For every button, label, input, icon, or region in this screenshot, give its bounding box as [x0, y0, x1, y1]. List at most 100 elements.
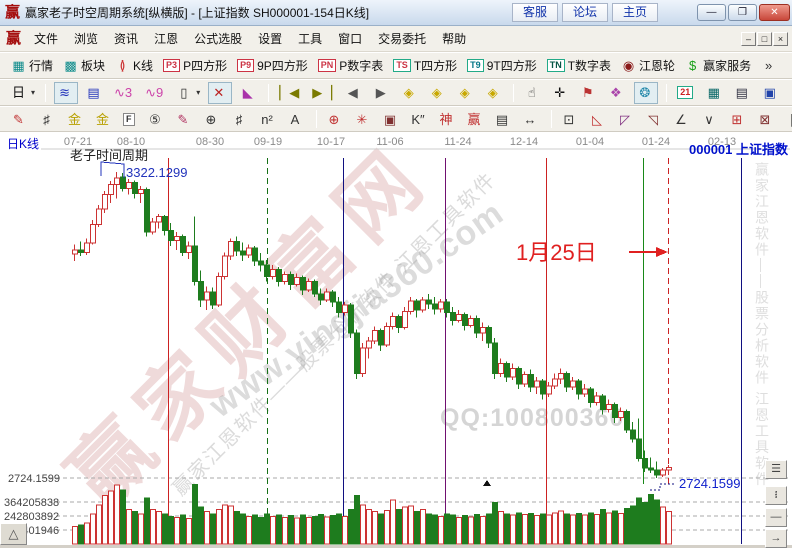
menu-item-6[interactable]: 工具 [298, 32, 323, 46]
period-day-dropdown[interactable]: 日 ▾ [9, 82, 37, 104]
dense-grid-button[interactable]: ♯ [230, 108, 252, 130]
close-button[interactable]: ✕ [759, 4, 790, 21]
parallel-lines-button[interactable]: ∥ [784, 108, 792, 130]
t-number-table-button[interactable]: TN T数字表 [545, 55, 613, 77]
pane-one-button[interactable]: — [765, 508, 787, 527]
crosshair-button[interactable]: ✛ [550, 82, 572, 104]
smart-analysis-icon: ❂ [639, 85, 651, 100]
square-spiral-button[interactable]: ▣ [381, 108, 403, 130]
step-forward-button[interactable]: ▶ [371, 82, 393, 104]
menu-item-3[interactable]: 江恩 [154, 32, 179, 46]
wave-9-button[interactable]: ∿9 [143, 82, 168, 104]
menu-item-5[interactable]: 设置 [258, 32, 283, 46]
colored-volume-button[interactable]: ◣ [238, 82, 260, 104]
ying-grid-button[interactable]: 赢 [465, 108, 487, 130]
a-channel-button[interactable]: A [286, 108, 308, 130]
spiderweb-button[interactable]: ✳ [353, 108, 375, 130]
gann-box-button[interactable]: ❖ [606, 82, 628, 104]
pane-arrow-button[interactable]: → [765, 529, 787, 548]
grow-diamond-icon: ◈ [431, 85, 442, 100]
n-square-button[interactable]: n² [258, 108, 280, 130]
kline-button[interactable]: ≬ K线 [113, 55, 155, 77]
menu-item-7[interactable]: 窗口 [338, 32, 363, 46]
goto-start-button[interactable]: ▏◀ [277, 82, 304, 104]
bar-grid-button[interactable]: ▤ [493, 108, 515, 130]
market-quotes-button[interactable]: ▦ 行情 [9, 55, 55, 77]
shen-grid-button[interactable]: 神 [437, 108, 459, 130]
five-ring-button[interactable]: ⑤ [146, 108, 168, 130]
9t-square-button[interactable]: T9 9T四方形 [465, 55, 539, 77]
net-arrow-button[interactable]: ⊠ [756, 108, 778, 130]
gann-wheel-button[interactable]: ◉ 江恩轮 [619, 55, 677, 77]
circle-grid-button[interactable]: ⊕ [202, 108, 224, 130]
t-square-button[interactable]: TS T四方形 [391, 55, 459, 77]
flag-mark-button[interactable]: ⚑ [578, 82, 600, 104]
kline-label: K线 [133, 59, 154, 73]
shrink-diamond-button[interactable]: ◈ [399, 82, 421, 104]
shen-grid-icon: 神 [439, 111, 453, 127]
v-line-button[interactable]: ∨ [700, 108, 722, 130]
child-minimize-button[interactable]: – [741, 32, 756, 46]
expand-pane-button[interactable]: △ [0, 523, 27, 545]
calendar-button[interactable]: 21 [675, 82, 698, 104]
customer-service-button[interactable]: 客服 [512, 3, 558, 22]
info-list-button[interactable]: ▤ [84, 82, 106, 104]
gold-grid-button[interactable]: 金 [65, 108, 87, 130]
menu-item-4[interactable]: 公式选股 [194, 32, 243, 46]
homepage-button[interactable]: 主页 [612, 3, 658, 22]
pane-two-button[interactable]: ᎒ [765, 486, 787, 505]
hand-pan-button[interactable]: ☝ [522, 82, 544, 104]
menu-item-8[interactable]: 交易委托 [378, 32, 427, 46]
cycle-overlay-button[interactable]: ≋ [54, 81, 79, 104]
t-number-table-label: T数字表 [567, 59, 612, 73]
smart-analysis-button[interactable]: ❂ [634, 81, 659, 104]
candle-type-dropdown[interactable]: ▯ ▾ [174, 82, 202, 104]
forum-button[interactable]: 论坛 [562, 3, 608, 22]
box-ruler-button[interactable]: ⊡ [560, 108, 582, 130]
gold-grid-2-icon: 金 [95, 111, 109, 127]
calculator-button[interactable]: ▦ [704, 82, 726, 104]
toolbar-more-button[interactable]: » [759, 55, 781, 77]
menu-item-0[interactable]: 文件 [34, 32, 59, 46]
sectors-button[interactable]: ▩ 板块 [61, 55, 107, 77]
gann-fan-button[interactable]: ◺ [588, 108, 610, 130]
wave-3-button[interactable]: ∿3 [112, 82, 137, 104]
child-close-button[interactable]: × [773, 32, 788, 46]
grow-diamond-button[interactable]: ◈ [427, 82, 449, 104]
9p-square-button[interactable]: P9 9P四方形 [235, 55, 310, 77]
p-number-table-button[interactable]: PN P数字表 [316, 55, 386, 77]
notes-button[interactable]: ▤ [732, 82, 754, 104]
kan-pattern-button[interactable]: ✕ [208, 81, 233, 104]
fan-corner-button[interactable]: ◹ [644, 108, 666, 130]
candlestick-chart[interactable]: 07-21 08-10 08-30 09-19 10-17 11-06 11-24 12-14… [0, 132, 792, 548]
menu-item-1[interactable]: 浏览 [74, 32, 99, 46]
brush-button[interactable]: ✎ [174, 108, 196, 130]
fan-box-button[interactable]: ◸ [616, 108, 638, 130]
f-grid-button[interactable]: F [121, 108, 140, 130]
menu-item-9[interactable]: 帮助 [442, 32, 467, 46]
step-back-button[interactable]: ◀ [343, 82, 365, 104]
width-arrows-button[interactable]: ↔ [521, 108, 543, 130]
red-net-button[interactable]: ⊞ [728, 108, 750, 130]
goto-end-button[interactable]: ▶▕ [310, 82, 337, 104]
angle-line-button[interactable]: ∠ [672, 108, 694, 130]
draw-pencil-button[interactable]: ✎ [9, 108, 31, 130]
restore-button[interactable]: ❐ [728, 4, 757, 21]
grid-tool-button[interactable]: ♯ [37, 108, 59, 130]
winner-service-button[interactable]: $ 赢家服务 [683, 55, 753, 77]
cascade-windows-button[interactable]: ❐ [788, 82, 792, 104]
gold-grid-2-button[interactable]: 金 [93, 108, 115, 130]
p-square-button[interactable]: P3 P四方形 [161, 55, 229, 77]
child-restore-button[interactable]: □ [757, 32, 772, 46]
menu-bar: 赢 文件 浏览 资讯 江恩 公式选股 设置 工具 窗口 交易委托 帮助 – □ × [0, 26, 792, 52]
save-button[interactable]: ▣ [760, 82, 782, 104]
target-circle-button[interactable]: ⊕ [325, 108, 347, 130]
expand-diamond-button[interactable]: ◈ [455, 82, 477, 104]
compress-diamond-button[interactable]: ◈ [483, 82, 505, 104]
pane-three-button[interactable]: ☰ [765, 460, 787, 479]
k-angle-button[interactable]: K″ [409, 108, 431, 130]
toolbar-separator [268, 83, 270, 102]
toolbar-more-icon: » [764, 58, 773, 73]
minimize-button[interactable]: — [697, 4, 726, 21]
menu-item-2[interactable]: 资讯 [114, 32, 139, 46]
